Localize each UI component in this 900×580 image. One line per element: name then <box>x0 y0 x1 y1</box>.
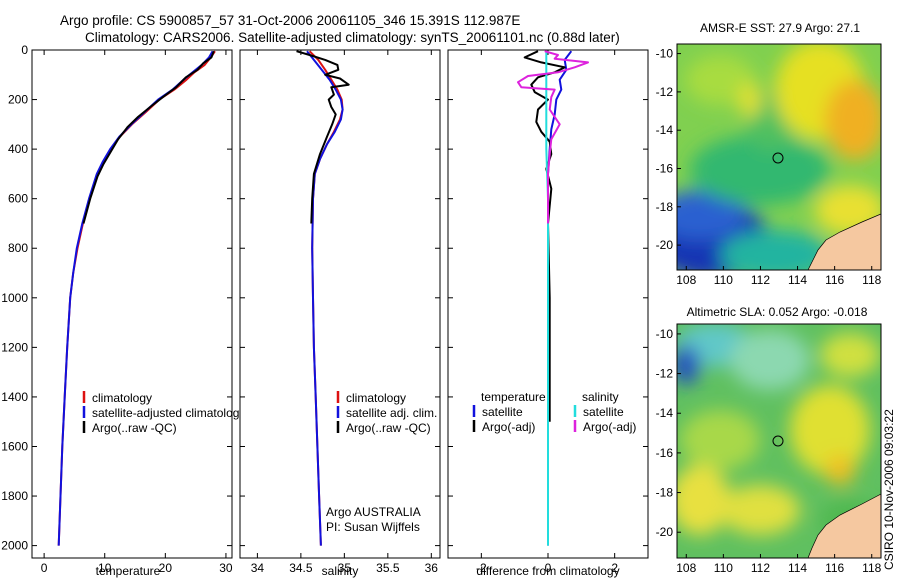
sla-map-panel: Altimetric SLA: 0.052 Argo: -0.018 108 11… <box>656 305 882 575</box>
x-tick-label: 36 <box>425 561 439 575</box>
sst-map-frame <box>676 43 882 271</box>
difference-panel: -2 0 2satelliteArgo(-adj)satelliteArgo(-ad… <box>447 49 649 578</box>
y-tick-label: 2000 <box>1 539 28 553</box>
map-y-tick-label: -18 <box>656 486 674 500</box>
map-y-tick-label: -12 <box>656 85 674 99</box>
y-tick-label: 1200 <box>1 340 28 354</box>
y-tick-label: 600 <box>8 192 28 206</box>
sla-map-frame <box>676 323 882 559</box>
x-tick-label: 20 <box>159 561 173 575</box>
argo-location-marker-sla <box>772 435 784 447</box>
series-line-salinity-argo-adj- <box>517 50 589 224</box>
y-tick-label: 800 <box>8 241 28 255</box>
map-y-tick-label: -10 <box>656 47 674 61</box>
sst-map-title: AMSR-E SST: 27.9 Argo: 27.1 <box>700 21 860 35</box>
legend-label: satellite-adjusted climatology <box>92 406 245 420</box>
y-tick-label: 1600 <box>1 439 28 453</box>
legend-label: satellite <box>482 405 523 419</box>
x-tick-label: 10 <box>98 561 112 575</box>
map-x-tick-label: 116 <box>825 273 844 287</box>
y-tick-label: 1000 <box>1 291 28 305</box>
map-x-tick-label: 108 <box>676 561 696 575</box>
legend-label: Argo(..raw -QC) <box>346 421 431 435</box>
y-tick-label: 400 <box>8 142 28 156</box>
temperature-plot-frame <box>31 49 233 559</box>
sst-map-panel: AMSR-E SST: 27.9 Argo: 27.1 108 110 112 114… <box>656 21 882 287</box>
series-line-satellite-adj-clim- <box>306 50 344 546</box>
map-y-tick-label: -14 <box>656 406 674 420</box>
sla-heatmap-field <box>677 324 881 558</box>
legend-label: Argo(..raw -QC) <box>92 421 177 435</box>
map-y-tick-label: -20 <box>656 238 674 252</box>
map-y-tick-label: -16 <box>656 446 674 460</box>
x-tick-label: -2 <box>476 561 487 575</box>
x-tick-label: 35.5 <box>376 561 400 575</box>
legend-label: Argo(-adj) <box>583 420 636 434</box>
y-tick-label: 0 <box>21 43 28 57</box>
y-tick-label: 1800 <box>1 489 28 503</box>
legend-label: satellite adj. clim. <box>346 406 437 420</box>
x-tick-label: 34.5 <box>289 561 313 575</box>
map-y-tick-label: -12 <box>656 367 674 381</box>
timestamp-label: CSIRO 10-Nov-2006 09:03:22 <box>882 409 896 570</box>
series-line-argo-raw-qc- <box>296 50 350 224</box>
figure-title-line1: Argo profile: CS 5900857_57 31-Oct-2006 … <box>60 13 520 28</box>
pi-label: PI: Susan Wijffels <box>326 520 420 534</box>
series-line-temperature-argo-adj- <box>523 50 566 422</box>
map-y-tick-label: -16 <box>656 161 674 175</box>
map-x-tick-label: 118 <box>862 273 881 287</box>
map-x-tick-label: 116 <box>825 561 844 575</box>
map-y-tick-label: -14 <box>656 123 674 137</box>
legend-label: climatology <box>92 391 152 405</box>
diff-legend-temperature-title: temperature <box>481 390 546 404</box>
x-tick-label: 0 <box>545 561 552 575</box>
map-x-tick-label: 112 <box>751 561 770 575</box>
difference-xlabel: difference from climatology <box>476 564 619 578</box>
x-tick-label: 30 <box>219 561 233 575</box>
series-line-argo-raw-qc- <box>82 50 215 224</box>
legend-label: Argo(-adj) <box>482 420 535 434</box>
sla-map-title: Altimetric SLA: 0.052 Argo: -0.018 <box>687 305 868 319</box>
map-x-tick-label: 108 <box>676 273 696 287</box>
map-x-tick-label: 114 <box>788 561 807 575</box>
x-tick-label: 0 <box>41 561 48 575</box>
salinity-plot-frame <box>239 49 441 559</box>
argo-location-marker-sst <box>772 152 784 164</box>
x-tick-label: 34 <box>251 561 265 575</box>
map-x-tick-label: 118 <box>862 561 881 575</box>
sst-heatmap-field <box>677 44 881 270</box>
figure-title-line2: Climatology: CARS2006. Satellite-adjuste… <box>85 30 620 45</box>
map-x-tick-label: 112 <box>751 273 770 287</box>
y-tick-label: 200 <box>8 93 28 107</box>
x-tick-label: 2 <box>611 561 618 575</box>
legend-label: satellite <box>583 405 624 419</box>
x-tick-label: 35 <box>338 561 352 575</box>
map-x-tick-label: 110 <box>714 561 733 575</box>
argo-australia-label: Argo AUSTRALIA <box>326 505 421 519</box>
legend-label: climatology <box>346 391 406 405</box>
map-x-tick-label: 114 <box>788 273 807 287</box>
map-x-tick-label: 110 <box>714 273 733 287</box>
temperature-xlabel: temperature <box>96 564 161 578</box>
map-y-tick-label: -10 <box>656 327 674 341</box>
y-tick-label: 1400 <box>1 390 28 404</box>
salinity-xlabel: salinity <box>322 564 359 578</box>
map-y-tick-label: -20 <box>656 525 674 539</box>
temperature-panel: 0 10 20 30 0 200 400 600 800 1000 1200 1400 1600 1800… <box>1 43 245 578</box>
diff-legend-salinity-title: salinity <box>582 390 619 404</box>
map-y-tick-label: -18 <box>656 200 674 214</box>
